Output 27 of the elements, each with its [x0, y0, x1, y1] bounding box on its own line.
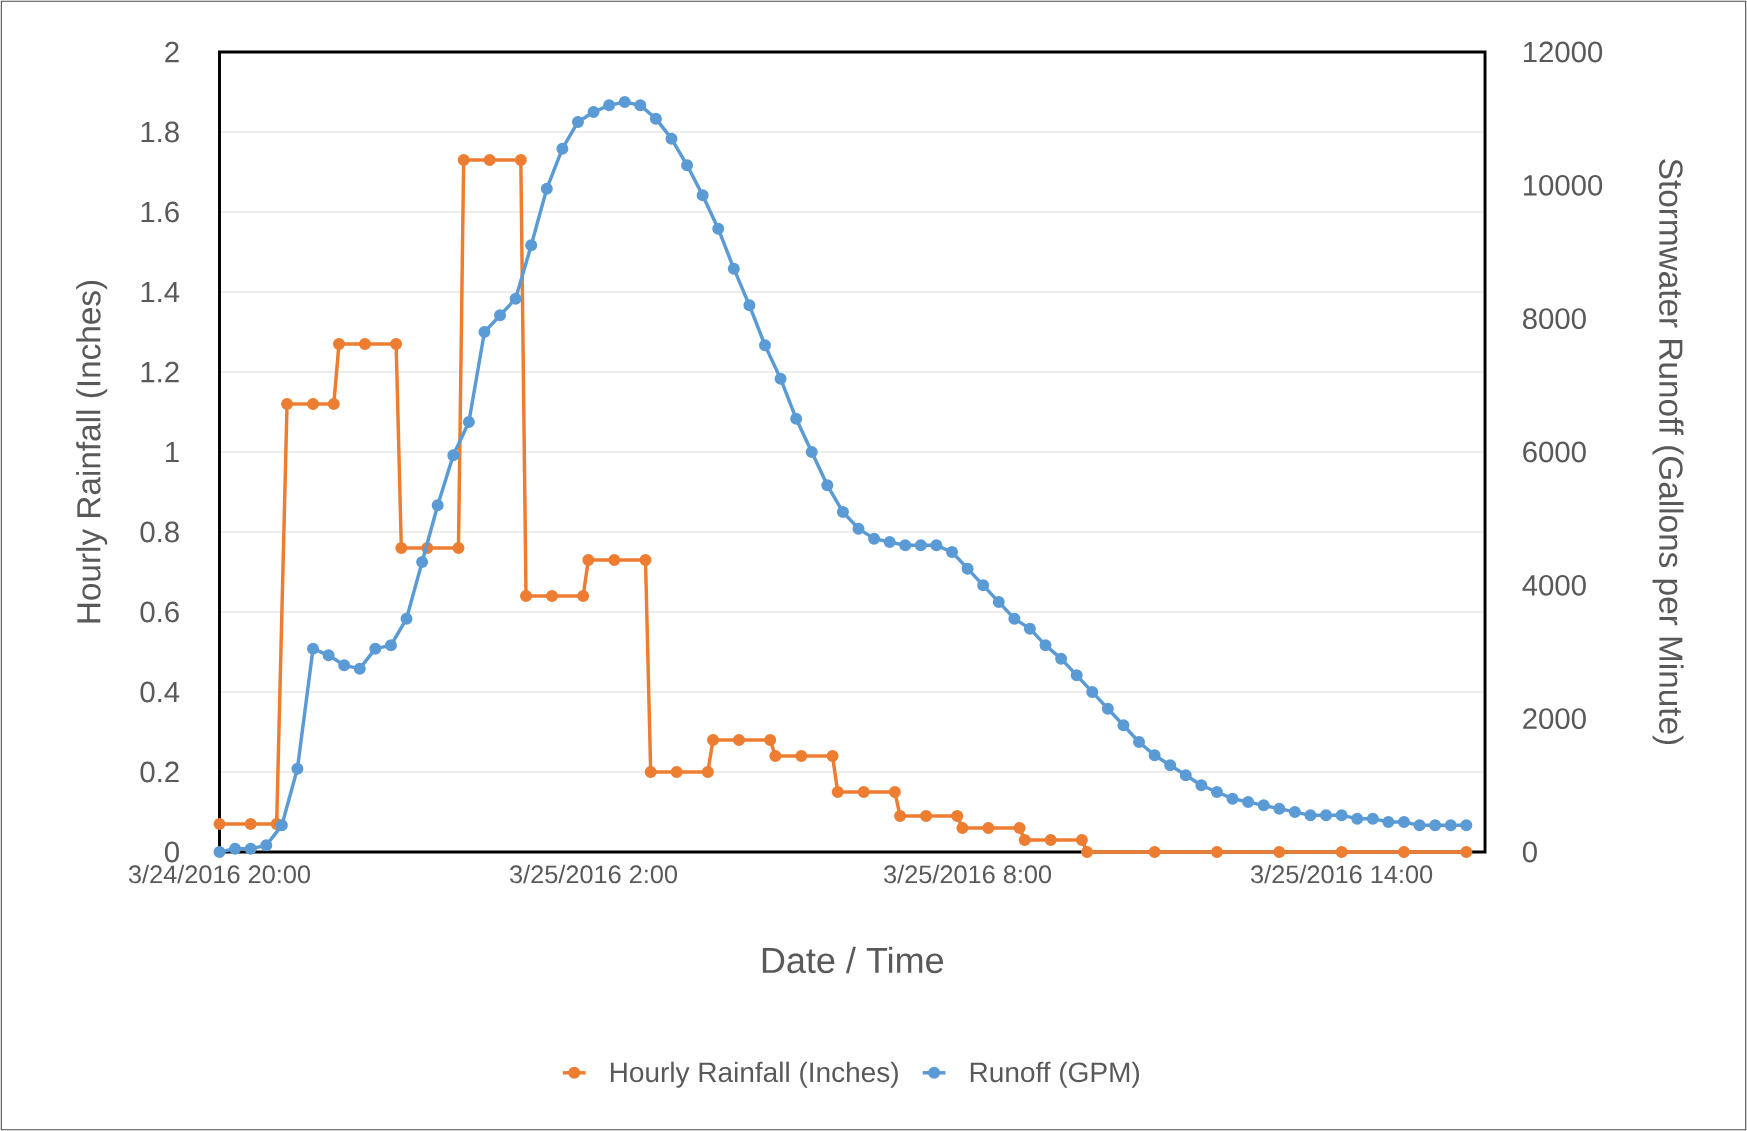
y-tick-label: 0.8 [140, 521, 179, 543]
y2-tick-label: 4000 [1522, 574, 1586, 596]
y-tick-label: 1 [166, 441, 179, 463]
y2-tick-label: 8000 [1523, 308, 1586, 330]
x-tick-label: 3/25/2016 2:00 [509, 864, 678, 884]
y-axis-title: Hourly Rainfall (Inches) [76, 280, 108, 623]
y-tick-label: 2 [165, 41, 179, 63]
y2-tick-label: 12000 [1523, 41, 1603, 63]
y2-tick-label: 6000 [1523, 441, 1586, 463]
y-tick-label: 0 [164, 841, 179, 863]
y-tick-label: 0.6 [140, 601, 179, 623]
x-tick-label: 3/25/2016 14:00 [1251, 864, 1433, 884]
legend-label: Runoff (GPM) [970, 1061, 1139, 1088]
y-tick-label: 1.4 [141, 281, 180, 303]
legend-label: Hourly Rainfall (Inches) [610, 1061, 898, 1088]
x-tick-label: 3/24/2016 20:00 [128, 864, 311, 884]
x-tick-label: 3/25/2016 8:00 [884, 864, 1052, 884]
y2-tick-label: 2000 [1523, 708, 1586, 730]
x-axis-title: Date / Time [762, 946, 944, 974]
y-tick-label: 1.8 [141, 121, 179, 143]
y2-tick-label: 10000 [1523, 174, 1603, 196]
y2-tick-label: 0 [1522, 841, 1537, 863]
y-tick-label: 0.2 [140, 761, 179, 783]
y-tick-label: 0.4 [140, 681, 180, 703]
y-tick-label: 1.6 [141, 201, 179, 223]
y2-axis-title: Stormwater Runoff (Gallons per Minute) [1652, 159, 1684, 745]
y-tick-label: 1.2 [141, 361, 179, 383]
